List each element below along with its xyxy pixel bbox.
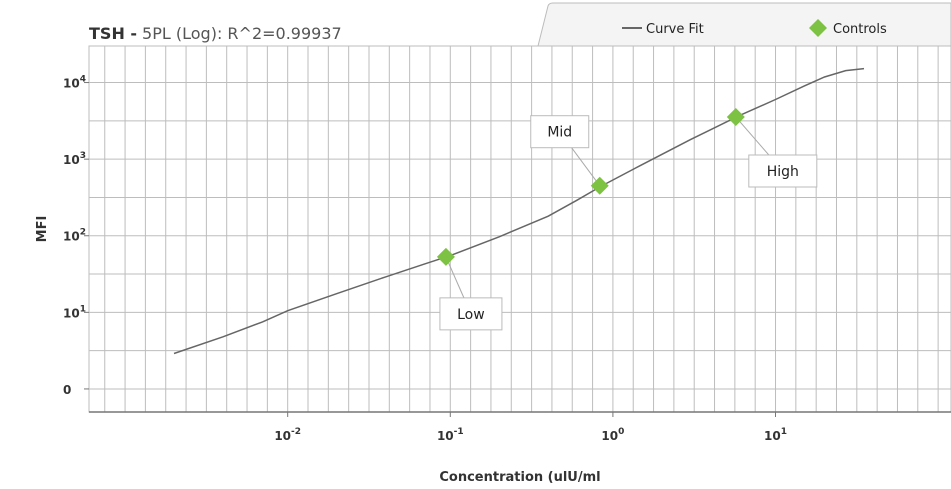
controls-legend-label: Controls (833, 22, 887, 37)
x-tick-label: 100 (601, 427, 624, 443)
x-tick-label: 101 (764, 427, 787, 443)
controls-layer: Low Mid High (436, 107, 818, 331)
control-callout-mid: Mid (530, 115, 590, 149)
control-callout-label: Low (457, 307, 485, 323)
controls-legend-diamond-icon (809, 19, 827, 37)
curve-fit-line (173, 67, 865, 355)
y-tick-label: 102 (63, 228, 86, 244)
control-point-high (726, 107, 745, 126)
legend: Curve Fit Controls (537, 2, 951, 47)
control-point-low (436, 247, 455, 266)
control-callout-high: High (748, 154, 818, 188)
control-callout-box (439, 297, 503, 331)
control-callout-label: Mid (547, 125, 572, 141)
curve-layer (173, 67, 865, 355)
curve-fit-legend-label: Curve Fit (646, 22, 704, 37)
chart-title-fit: 5PL (Log): R^2=0.99937 (142, 24, 342, 43)
x-tick-labels: 10-2 10-1 100 101 (274, 412, 787, 443)
y-tick-label: 104 (63, 75, 86, 91)
control-point-mid (590, 176, 609, 195)
x-tick-label: 10-1 (437, 427, 464, 443)
y-tick-label: 103 (63, 151, 86, 167)
chart-title: TSH - 5PL (Log): R^2=0.99937 (89, 24, 342, 43)
y-tick-labels: 0 101 102 103 104 (63, 75, 89, 397)
x-tick-label: 10-2 (274, 427, 301, 443)
control-callout-low: Low (439, 297, 503, 331)
control-callout-box (530, 115, 590, 149)
chart-title-analyte: TSH - (89, 24, 137, 43)
control-callout-box (748, 154, 818, 188)
x-axis-title: Concentration (ulU/ml (439, 470, 600, 485)
y-tick-label: 0 (63, 383, 71, 397)
grid (89, 46, 951, 412)
y-axis-title: MFI (35, 216, 50, 243)
y-tick-label: 101 (63, 304, 86, 320)
control-callout-label: High (767, 164, 799, 180)
